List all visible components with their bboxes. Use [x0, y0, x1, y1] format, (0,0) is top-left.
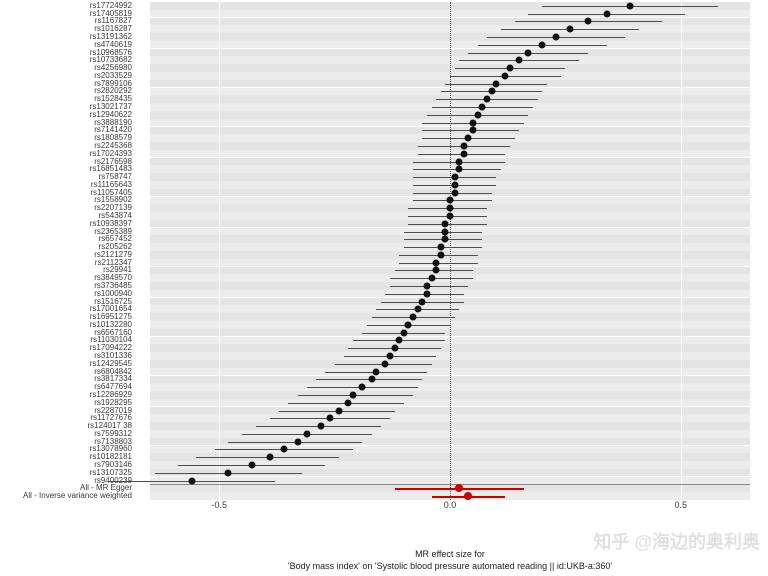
snp-estimate-point[interactable]: [225, 469, 232, 476]
snp-estimate-point[interactable]: [456, 158, 463, 165]
snp-estimate-point[interactable]: [493, 80, 500, 87]
snp-estimate-point[interactable]: [442, 228, 449, 235]
summary-estimate-point[interactable]: [455, 484, 463, 492]
summary-estimate-point[interactable]: [464, 492, 472, 500]
snp-estimate-point[interactable]: [451, 189, 458, 196]
snp-estimate-point[interactable]: [267, 454, 274, 461]
watermark-text: 知乎 @海边的奥利奥: [593, 528, 760, 554]
snp-estimate-point[interactable]: [387, 353, 394, 360]
snp-estimate-point[interactable]: [423, 283, 430, 290]
snp-estimate-point[interactable]: [465, 135, 472, 142]
snp-estimate-point[interactable]: [248, 461, 255, 468]
snp-estimate-point[interactable]: [447, 197, 454, 204]
x-axis-tick-label: -0.5: [211, 500, 227, 510]
snp-estimate-point[interactable]: [303, 430, 310, 437]
snp-estimate-point[interactable]: [460, 150, 467, 157]
snp-estimate-point[interactable]: [400, 329, 407, 336]
snp-estimate-point[interactable]: [516, 57, 523, 64]
snp-estimate-point[interactable]: [280, 446, 287, 453]
snp-estimate-point[interactable]: [350, 391, 357, 398]
x-axis-tick-label: 0.5: [675, 500, 688, 510]
snp-estimate-point[interactable]: [317, 423, 324, 430]
plot-area: rs17724992 rs17405819 rs1167827 rs1016287 rs…: [150, 2, 750, 500]
snp-estimate-point[interactable]: [294, 438, 301, 445]
snp-estimate-point[interactable]: [433, 267, 440, 274]
snp-estimate-point[interactable]: [414, 306, 421, 313]
snp-estimate-point[interactable]: [507, 65, 514, 72]
snp-estimate-point[interactable]: [336, 407, 343, 414]
snp-estimate-point[interactable]: [470, 119, 477, 126]
snp-estimate-point[interactable]: [368, 376, 375, 383]
snp-estimate-point[interactable]: [483, 96, 490, 103]
snp-estimate-point[interactable]: [525, 49, 532, 56]
snp-estimate-point[interactable]: [447, 205, 454, 212]
snp-estimate-point[interactable]: [479, 104, 486, 111]
snp-estimate-point[interactable]: [345, 399, 352, 406]
snp-estimate-point[interactable]: [488, 88, 495, 95]
snp-estimate-point[interactable]: [419, 298, 426, 305]
snp-estimate-point[interactable]: [396, 337, 403, 344]
snp-estimate-point[interactable]: [391, 345, 398, 352]
snp-estimate-point[interactable]: [442, 236, 449, 243]
snp-estimate-point[interactable]: [437, 244, 444, 251]
snp-estimate-point[interactable]: [437, 251, 444, 258]
snp-estimate-point[interactable]: [603, 10, 610, 17]
snp-estimate-point[interactable]: [433, 259, 440, 266]
snp-estimate-point[interactable]: [442, 220, 449, 227]
gridline: [219, 2, 220, 500]
snp-estimate-point[interactable]: [451, 181, 458, 188]
snp-estimate-point[interactable]: [460, 142, 467, 149]
snp-estimate-point[interactable]: [382, 360, 389, 367]
x-axis-ticks: -0.5 0.0 0.5: [150, 500, 750, 514]
snp-estimate-point[interactable]: [428, 275, 435, 282]
snp-estimate-point[interactable]: [327, 415, 334, 422]
snp-estimate-point[interactable]: [188, 477, 195, 484]
snp-estimate-point[interactable]: [410, 314, 417, 321]
snp-estimate-point[interactable]: [359, 384, 366, 391]
snp-estimate-point[interactable]: [373, 368, 380, 375]
snp-estimate-point[interactable]: [474, 111, 481, 118]
snp-estimate-point[interactable]: [451, 174, 458, 181]
snp-estimate-point[interactable]: [567, 26, 574, 33]
snp-estimate-point[interactable]: [553, 34, 560, 41]
gridline: [681, 2, 682, 500]
snp-estimate-point[interactable]: [405, 321, 412, 328]
x-axis-tick-label: 0.0: [444, 500, 457, 510]
snp-estimate-point[interactable]: [423, 290, 430, 297]
snp-estimate-point[interactable]: [627, 2, 634, 9]
mr-forest-plot: rs17724992 rs17405819 rs1167827 rs1016287 rs…: [0, 0, 768, 576]
summary-row-label: All - Inverse variance weighted: [0, 492, 132, 500]
snp-estimate-point[interactable]: [470, 127, 477, 134]
snp-estimate-point[interactable]: [447, 212, 454, 219]
snp-estimate-point[interactable]: [539, 41, 546, 48]
snp-estimate-point[interactable]: [585, 18, 592, 25]
snp-estimate-point[interactable]: [456, 166, 463, 173]
snp-estimate-point[interactable]: [502, 72, 509, 79]
